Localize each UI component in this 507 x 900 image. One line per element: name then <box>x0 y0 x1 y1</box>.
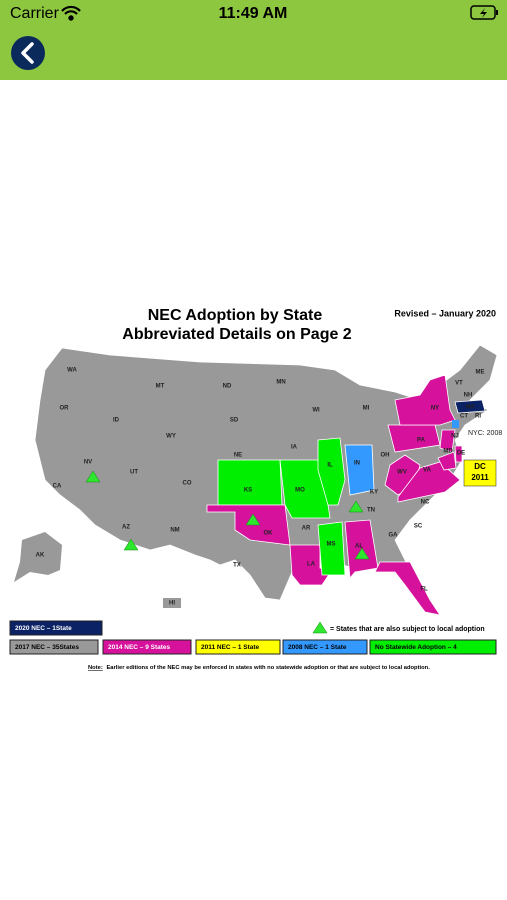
legend-label: 2014 NEC – 9 States <box>108 644 171 651</box>
legend-label: 2008 NEC – 1 State <box>288 644 347 651</box>
state-label: HI <box>169 601 175 607</box>
state-label: NE <box>234 453 242 459</box>
state-label: OR <box>60 406 70 412</box>
state-label: AK <box>36 553 45 559</box>
state-label: MA <box>465 405 475 411</box>
state-label: IA <box>291 445 298 451</box>
state-label: CA <box>53 484 62 490</box>
state-shape <box>454 445 463 463</box>
state-shape <box>454 399 486 414</box>
dc-box <box>463 459 497 487</box>
state-label: ME <box>476 370 485 376</box>
state-label: VT <box>455 381 463 387</box>
state-shape <box>217 459 283 506</box>
legend-triangle <box>312 621 328 634</box>
state-shape <box>394 374 456 426</box>
legend-swatch <box>195 639 281 655</box>
state-label: CO <box>183 481 192 487</box>
legend-label: No Statewide Adoption – 4 <box>375 644 457 651</box>
local-adoption-markers <box>85 470 370 560</box>
state-label: AL <box>355 544 363 550</box>
dc-label: DC <box>474 462 486 471</box>
state-label: MI <box>363 406 370 412</box>
state-label: AR <box>302 526 311 532</box>
legend-label: 2011 NEC – 1 State <box>201 644 260 651</box>
nyc-patch <box>452 420 459 428</box>
state-label: NV <box>84 460 92 466</box>
state-label: NM <box>170 528 179 534</box>
state-label: MO <box>295 488 305 494</box>
state-label: WV <box>397 470 407 476</box>
state-label: WI <box>312 408 320 414</box>
state-label: DE <box>457 451 465 457</box>
state-label: KS <box>244 488 252 494</box>
legend-swatch <box>282 639 368 655</box>
hawaii <box>163 598 181 608</box>
state-label: ND <box>223 384 232 390</box>
state-label: MT <box>156 384 165 390</box>
state-label: MN <box>276 380 285 386</box>
state-label: PA <box>417 438 426 444</box>
legend-swatch <box>369 639 497 655</box>
state-label: NY <box>431 406 439 412</box>
state-label: MS <box>327 542 336 548</box>
note-label: Note: <box>88 665 103 671</box>
state-label: IL <box>327 463 333 469</box>
state-label: RI <box>475 414 481 420</box>
back-button[interactable] <box>11 36 45 70</box>
state-label: WY <box>166 434 176 440</box>
state-label: TN <box>367 508 375 514</box>
clock: 11:49 AM <box>219 5 288 22</box>
state-label: SD <box>230 418 239 424</box>
state-label: VA <box>423 468 432 474</box>
state-label: IN <box>354 461 360 467</box>
map-subtitle: Abbreviated Details on Page 2 <box>122 326 352 343</box>
legend-label: 2020 NEC – 1State <box>15 625 72 632</box>
battery-icon <box>470 5 498 20</box>
state-shape <box>374 561 441 616</box>
legend-swatch <box>9 620 103 636</box>
state-label: NH <box>464 393 473 399</box>
dc-year: 2011 <box>471 473 489 482</box>
carrier: Carrier <box>10 5 60 22</box>
state-label: NC <box>421 500 430 506</box>
state-label: WA <box>67 368 77 374</box>
state-label: MD <box>443 449 453 455</box>
state-label: FL <box>420 587 428 593</box>
legend-label: 2017 NEC – 35States <box>15 644 79 651</box>
legend: 2020 NEC – 1State 2017 NEC – 35States 2014… <box>9 620 497 655</box>
state-shape <box>344 444 375 496</box>
state-label: OK <box>264 531 274 537</box>
state-shape <box>439 429 456 453</box>
state-label: UT <box>130 470 138 476</box>
state-shape <box>397 461 461 503</box>
nav-bar <box>0 0 507 80</box>
state-label: GA <box>389 533 399 539</box>
state-label: LA <box>307 562 316 568</box>
state-label: ID <box>113 418 120 424</box>
legend-swatch <box>102 639 192 655</box>
state-shape <box>317 437 346 506</box>
state-label: KY <box>370 490 378 496</box>
alaska <box>14 532 62 582</box>
revised: Revised – January 2020 <box>394 308 496 318</box>
state-shape <box>437 451 457 471</box>
state-shape <box>317 521 346 576</box>
nyc-callout: NYC: 2008 <box>468 430 502 437</box>
state-label: OH <box>381 453 390 459</box>
state-label: SC <box>414 524 423 530</box>
legend-swatch <box>9 639 99 655</box>
state-label: NJ <box>451 434 459 440</box>
state-label: TX <box>233 563 241 569</box>
note: Note: Earlier editions of the NEC may be… <box>88 665 430 671</box>
local-adoption-text: = States that are also subject to local … <box>330 626 485 633</box>
states: WA OR CA NV ID MT WY UT AZ CO NM ND SD NE KS OK TX MN IA MO… <box>36 368 486 616</box>
map-title: NEC Adoption by State <box>148 307 323 324</box>
note-text: Earlier editions of the NEC may be enfor… <box>106 665 430 671</box>
state-label: CT <box>460 414 468 420</box>
wifi-icon <box>61 5 81 21</box>
state-label: AZ <box>122 525 130 531</box>
